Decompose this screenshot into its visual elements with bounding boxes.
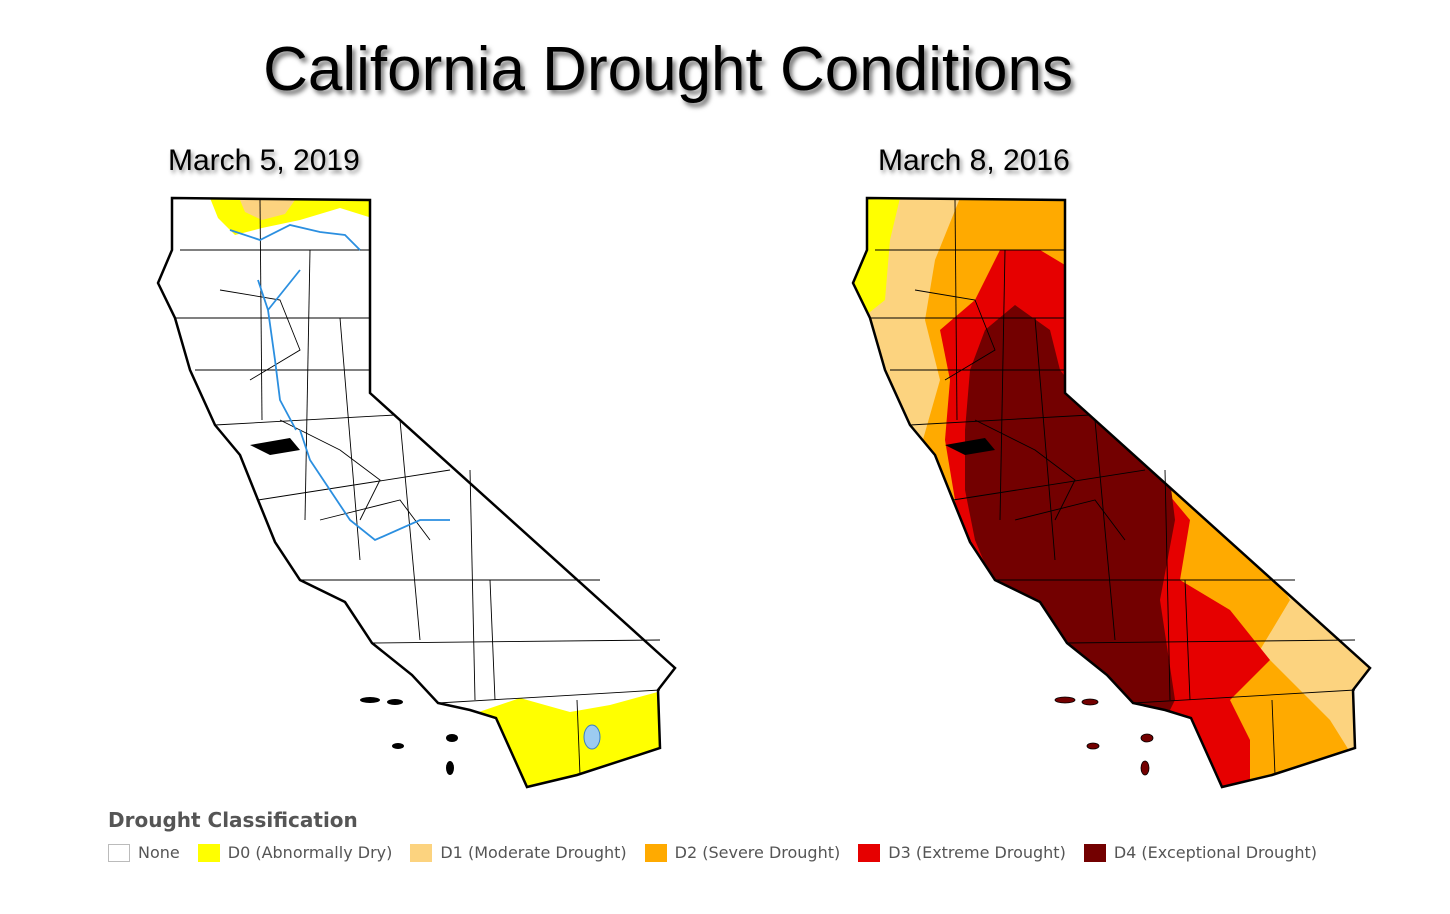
islands-2019 xyxy=(360,697,458,775)
legend-label-d3: D3 (Extreme Drought) xyxy=(888,843,1066,862)
legend-label-d1: D1 (Moderate Drought) xyxy=(440,843,627,862)
legend-item-none: None xyxy=(108,843,180,862)
legend-label-d4: D4 (Exceptional Drought) xyxy=(1113,843,1318,862)
legend-title: Drought Classification xyxy=(108,808,358,832)
county-borders-2019 xyxy=(175,199,661,776)
bay-2019 xyxy=(250,438,300,455)
legend-swatch-d3 xyxy=(858,843,881,862)
page-title: California Drought Conditions xyxy=(263,35,1073,104)
legend-item-d3: D3 (Extreme Drought) xyxy=(858,843,1066,862)
drought-areas-2016 xyxy=(853,198,1370,787)
legend-swatch-d1 xyxy=(410,843,433,862)
map-date-2016: March 8, 2016 xyxy=(878,144,1070,177)
map-2019 xyxy=(156,196,677,789)
state-outline-2016 xyxy=(851,196,1372,789)
legend-label-d2: D2 (Severe Drought) xyxy=(674,843,841,862)
area-d4 xyxy=(965,305,1175,730)
legend-item-d1: D1 (Moderate Drought) xyxy=(410,843,627,862)
state-outline-2019 xyxy=(156,196,677,789)
legend-label-none: None xyxy=(138,843,180,862)
legend-swatch-d4 xyxy=(1083,843,1106,862)
area-d1-north xyxy=(240,200,295,220)
legend-swatch-d2 xyxy=(644,843,667,862)
legend-item-d0: D0 (Abnormally Dry) xyxy=(197,843,393,862)
legend: None D0 (Abnormally Dry) D1 (Moderate Dr… xyxy=(108,843,1335,862)
rivers-2019 xyxy=(229,224,450,542)
legend-swatch-none xyxy=(108,843,130,862)
map-date-2019: March 5, 2019 xyxy=(168,144,360,177)
salton-sea-2019 xyxy=(583,724,601,750)
county-borders-2016 xyxy=(870,199,1356,776)
map-2016 xyxy=(851,196,1372,789)
legend-swatch-d0 xyxy=(197,843,220,862)
islands-2016 xyxy=(1054,696,1154,776)
drought-areas-2019 xyxy=(158,198,675,787)
legend-item-d2: D2 (Severe Drought) xyxy=(644,843,841,862)
legend-item-d4: D4 (Exceptional Drought) xyxy=(1083,843,1318,862)
bay-2016 xyxy=(945,438,995,455)
legend-label-d0: D0 (Abnormally Dry) xyxy=(227,843,393,862)
